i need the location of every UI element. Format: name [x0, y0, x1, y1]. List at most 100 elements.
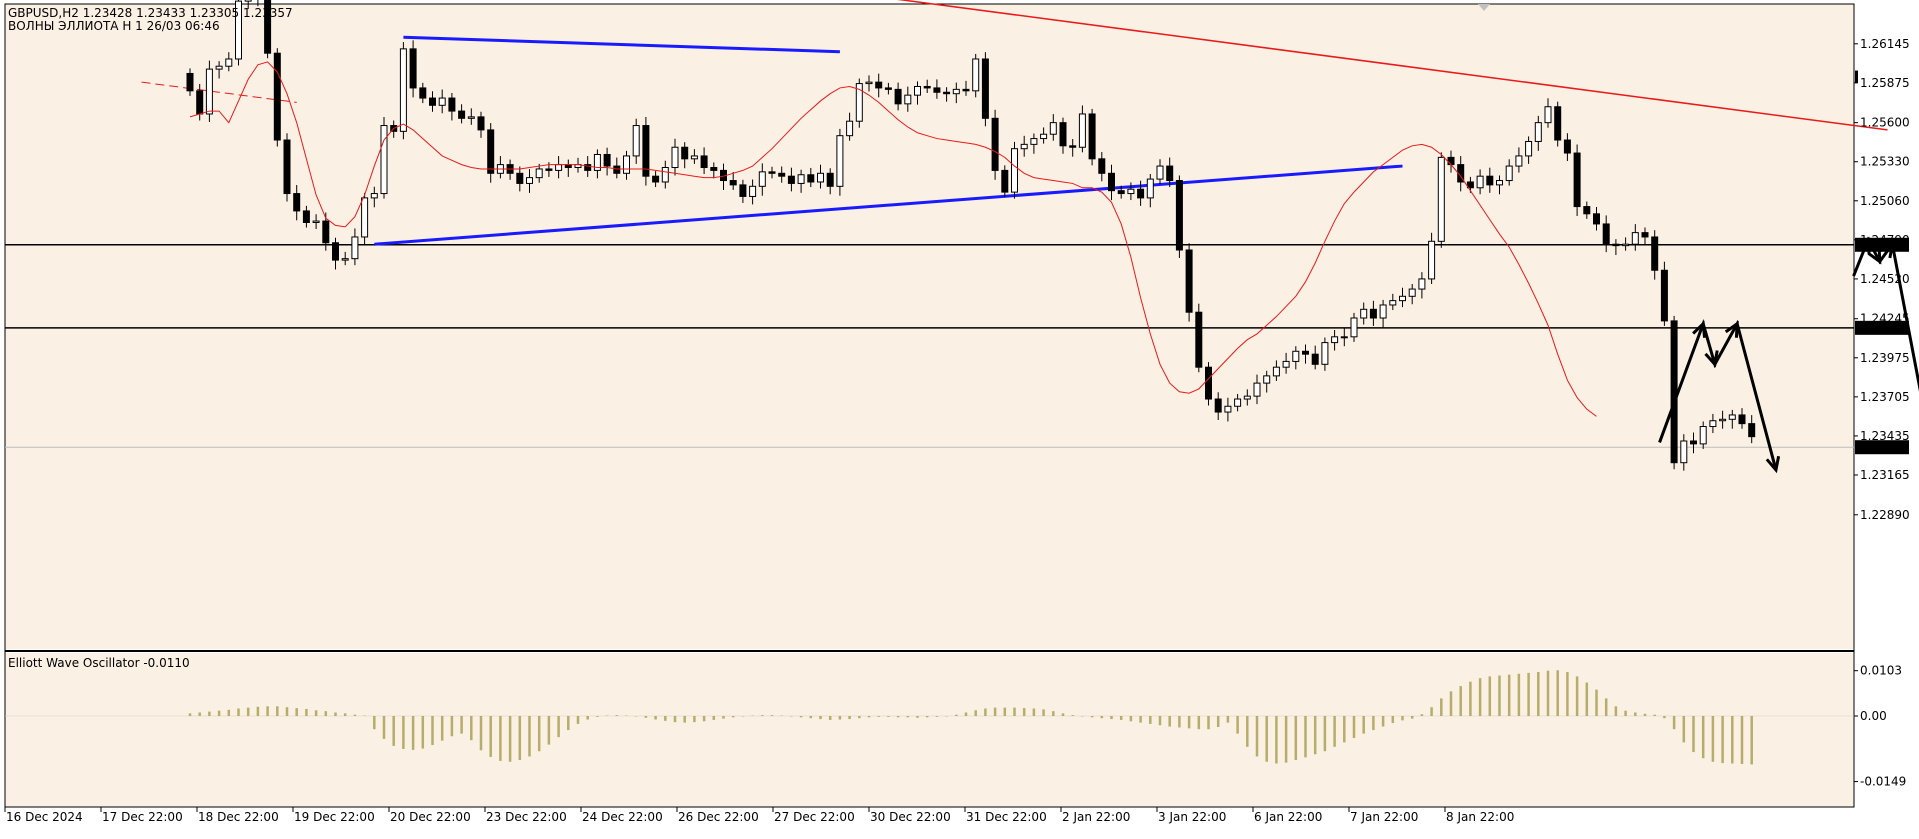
candle-body-bull	[535, 168, 543, 179]
price-tag	[1855, 440, 1909, 455]
candle-body-bear	[293, 193, 301, 212]
candle-body-bear	[1369, 308, 1377, 319]
candle-body-bull	[1263, 375, 1271, 384]
candle-body-bear	[613, 165, 621, 174]
candle-body-bear	[894, 88, 902, 105]
candle-body-bull	[1719, 418, 1727, 422]
chart-shift-marker-icon[interactable]	[1478, 4, 1490, 11]
forecast-arrowhead-icon	[1724, 320, 1739, 338]
candle-body-bull	[690, 155, 698, 160]
candle-body-bull	[671, 146, 679, 169]
price-tick-label: 1.25060	[1860, 194, 1910, 208]
price-tag-label: 1.24756	[1858, 238, 1908, 252]
time-tick-label: 27 Dec 22:00	[774, 810, 855, 824]
time-tick-label: 6 Jan 22:00	[1254, 810, 1322, 824]
candle-body-bull	[1418, 278, 1426, 290]
candle-body-bull	[661, 167, 669, 183]
candle-body-bull	[1234, 398, 1242, 407]
candle-body-bull	[1379, 304, 1387, 319]
price-tick-label: 1.23705	[1860, 390, 1910, 404]
candle-body-bull	[855, 83, 863, 122]
candle-body-bear	[1088, 113, 1096, 160]
time-tick-label: 2 Jan 22:00	[1062, 810, 1130, 824]
candle-body-bull	[1544, 106, 1552, 124]
candle-body-bear	[545, 168, 553, 171]
candle-body-bull	[593, 153, 601, 171]
template-label: ВОЛНЫ ЭЛЛИОТА H 1 26/03 06:46	[8, 19, 220, 33]
candle-body-bear	[1195, 311, 1203, 368]
candle-body-bear	[1554, 106, 1562, 141]
candle-body-bull	[1243, 395, 1251, 400]
price-tick-label: 1.23165	[1860, 468, 1910, 482]
candle-body-bear	[1563, 139, 1571, 154]
oscillator-tick-label: 0.00	[1860, 709, 1887, 723]
candle-body-bear	[1001, 169, 1009, 193]
price-tick-label: 1.23975	[1860, 351, 1910, 365]
candle-body-bull	[865, 81, 873, 85]
time-tick-label: 17 Dec 22:00	[102, 810, 183, 824]
candle-body-bull	[1389, 300, 1397, 306]
candle-body-bull	[632, 125, 640, 157]
candle-body-bull	[1709, 420, 1717, 428]
candle-body-bull	[1399, 295, 1406, 302]
candle-body-bear	[1573, 152, 1581, 208]
time-tick-label: 24 Dec 22:00	[582, 810, 663, 824]
price-tick-label: 1.25330	[1860, 155, 1910, 169]
candle-body-bull	[1350, 317, 1358, 338]
candle-body-bear	[1466, 181, 1474, 189]
time-tick-label: 23 Dec 22:00	[486, 810, 567, 824]
price-tick-label: 1.25875	[1860, 76, 1910, 90]
candle-body-bull	[758, 171, 766, 187]
candle-body-bear	[1641, 232, 1649, 238]
candle-body-bear	[768, 171, 776, 174]
candle-body-bear	[429, 97, 436, 106]
candle-body-bull	[1728, 414, 1736, 420]
candle-body-bear	[1185, 249, 1193, 313]
candle-body-bull	[904, 94, 912, 105]
candle-body-bear	[1175, 180, 1183, 251]
candle-body-bear	[1651, 236, 1659, 271]
candle-body-bull	[797, 174, 805, 184]
candle-body-bear	[652, 175, 660, 183]
candle-body-bull	[370, 193, 378, 199]
price-tag	[1855, 320, 1909, 335]
candle-body-bear	[603, 153, 611, 167]
candle-body-bull	[361, 197, 369, 238]
candle-body-bear	[943, 91, 951, 95]
candle-body-bear	[1690, 440, 1697, 445]
candle-body-bear	[1117, 190, 1125, 195]
candle-body-bull	[1631, 232, 1639, 245]
candle-body-bear	[1738, 414, 1746, 425]
candle-body-bear	[584, 164, 592, 171]
candle-body-bull	[1127, 188, 1135, 195]
time-tick-label: 30 Dec 22:00	[870, 810, 951, 824]
price-tick-label: 1.25600	[1860, 116, 1910, 130]
candle-body-bear	[962, 88, 970, 92]
price-tick-label: 1.24520	[1860, 272, 1910, 286]
candle-body-bear	[1748, 423, 1756, 438]
candle-body-bull	[1622, 243, 1630, 247]
candle-body-bull	[836, 135, 844, 187]
old-dashed-line	[141, 81, 297, 103]
price-tick-label: 1.23435	[1860, 429, 1910, 443]
candle-body-bull	[1505, 165, 1513, 182]
candle-body-bull	[1253, 382, 1261, 397]
time-tick-label: 31 Dec 22:00	[966, 810, 1047, 824]
candle-body-bull	[1699, 426, 1707, 445]
candle-body-bull	[1282, 360, 1290, 368]
candle-body-bear	[1486, 175, 1494, 186]
candle-body-bear	[273, 52, 281, 141]
candle-body-bull	[1292, 350, 1300, 362]
candle-body-bull	[1496, 180, 1503, 186]
time-tick-label: 26 Dec 22:00	[678, 810, 759, 824]
candle-body-bear	[787, 175, 795, 184]
candle-body-bear	[729, 180, 737, 186]
oscillator-pane[interactable]	[5, 653, 1854, 807]
resistance-trendline	[897, 0, 1888, 131]
candle-body-bear	[264, 0, 272, 54]
candle-body-bull	[1049, 122, 1057, 135]
price-tag	[1855, 237, 1909, 252]
candle-body-bear	[1660, 269, 1668, 322]
